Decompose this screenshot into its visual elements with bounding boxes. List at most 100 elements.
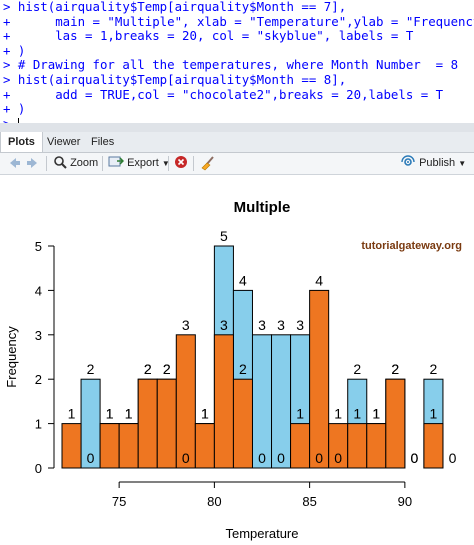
pane-tab-bar: Plots Viewer Files: [0, 132, 474, 153]
histogram-bar: [137, 378, 158, 469]
zoom-button[interactable]: Zoom: [53, 155, 98, 172]
histogram-bar: [118, 423, 139, 469]
bar-count-label: 1: [372, 406, 380, 422]
histogram-bar: [251, 334, 273, 469]
y-axis-label: Frequency: [4, 326, 19, 388]
remove-icon: [175, 156, 187, 168]
bar-count-label: 2: [87, 361, 95, 377]
histogram-bar: [423, 423, 444, 469]
chevron-down-icon: ▼: [161, 159, 170, 168]
bar-count-label: 2: [391, 361, 399, 377]
y-tick-label: 2: [35, 372, 42, 387]
r-console[interactable]: > hist(airquality$Temp[airquality$Month …: [0, 0, 474, 123]
bar-count-label: 0: [182, 450, 190, 466]
console-line: + las = 1,breaks = 20, col = "skyblue", …: [3, 28, 414, 44]
export-label: Export: [127, 157, 159, 169]
zoom-label: Zoom: [70, 157, 99, 169]
histogram-bar: [194, 423, 215, 469]
watermark: tutorialgateway.org: [361, 240, 462, 252]
bar-count-label: 2: [163, 361, 171, 377]
bar-count-label: 2: [391, 361, 399, 377]
y-tick-label: 4: [35, 283, 42, 298]
remove-plot-button[interactable]: [174, 155, 188, 172]
histogram-bar: [99, 423, 120, 469]
bar-count-label: 2: [239, 361, 247, 377]
bar-count-label: 2: [353, 361, 361, 377]
bar-count-label: 0: [334, 450, 342, 466]
bar-count-label: 2: [430, 361, 438, 377]
x-axis-label: Temperature: [226, 526, 299, 541]
console-line: + ): [3, 42, 26, 58]
histogram-bar: [271, 334, 292, 469]
bar-count-label: 0: [258, 450, 266, 466]
export-icon: [108, 156, 125, 167]
x-tick-label: 80: [207, 494, 221, 509]
magnifier-icon: [54, 156, 67, 169]
bar-count-label: 3: [277, 317, 285, 333]
bar-count-label: 1: [353, 406, 361, 422]
chevron-down-icon: ▼: [458, 159, 467, 168]
bar-count-label: 3: [220, 317, 228, 333]
console-line: > hist(airquality$Temp[airquality$Month …: [3, 71, 347, 87]
bar-count-label: 0: [277, 450, 285, 466]
bar-count-label: 1: [106, 406, 114, 422]
bar-count-label: 1: [372, 406, 380, 422]
tab-viewer[interactable]: Viewer: [47, 136, 81, 148]
export-button[interactable]: Export ▼: [108, 155, 170, 172]
bar-count-label: 3: [182, 317, 190, 333]
toolbar-divider: [193, 156, 194, 171]
x-tick-label: 85: [302, 494, 316, 509]
histogram-bar: [213, 334, 234, 469]
bar-count-label: 1: [106, 406, 114, 422]
clear-plots-button[interactable]: [200, 155, 216, 172]
publish-icon: [401, 155, 415, 166]
axes: 75 80 85 90 0 1 2 3 4 5: [35, 239, 412, 509]
histogram-bar: [290, 423, 311, 469]
console-line: + main = "Multiple", xlab = "Temperature…: [3, 13, 474, 29]
bar-count-label: 1: [334, 406, 342, 422]
bar-count-label: 0: [315, 450, 323, 466]
bar-count-label: 2: [144, 361, 152, 377]
toolbar-divider: [102, 156, 103, 171]
console-line: > # Drawing for all the temperatures, wh…: [3, 57, 459, 73]
bar-count-label: 4: [315, 272, 323, 288]
console-line: > hist(airquality$Temp[airquality$Month …: [3, 0, 347, 14]
console-line: + ): [3, 101, 26, 117]
toolbar-divider: [168, 156, 169, 171]
bar-count-label: 1: [201, 406, 209, 422]
back-arrow-icon[interactable]: [6, 155, 22, 172]
x-tick-label: 75: [112, 494, 126, 509]
y-tick-label: 1: [35, 417, 42, 432]
publish-label: Publish: [419, 157, 456, 169]
bar-count-label: 1: [125, 406, 133, 422]
histogram-bar: [232, 378, 253, 469]
bar-count-label: 0: [410, 450, 418, 466]
plots-toolbar: Zoom Export ▼ Publish ▼: [0, 153, 474, 175]
bar-count-label: 4: [239, 272, 247, 288]
y-tick-label: 5: [35, 239, 42, 254]
pane-splitter[interactable]: [0, 123, 474, 132]
chart-title: Multiple: [234, 199, 291, 216]
histogram-bar: [61, 423, 82, 469]
bar-count-label: 3: [296, 317, 304, 333]
bar-count-label: 3: [258, 317, 266, 333]
histogram-bar: [385, 378, 406, 469]
bar-count-label: 5: [220, 228, 228, 244]
y-tick-label: 0: [35, 461, 42, 476]
tab-plots[interactable]: Plots: [0, 132, 43, 152]
histogram-bar: [175, 334, 196, 469]
publish-button[interactable]: Publish ▼: [400, 155, 466, 172]
text-cursor: [17, 117, 19, 123]
bar-count-label: 1: [125, 406, 133, 422]
tab-files[interactable]: Files: [91, 136, 115, 148]
bar-count-label: 0: [410, 450, 418, 466]
y-tick-label: 3: [35, 328, 42, 343]
bar-count-label: 0: [449, 450, 457, 466]
console-prompt-line[interactable]: >: [0, 116, 474, 123]
bar-count-label: 0: [87, 450, 95, 466]
console-prompt: >: [3, 116, 18, 123]
bar-count-label: 1: [430, 406, 438, 422]
forward-arrow-icon[interactable]: [25, 155, 41, 172]
